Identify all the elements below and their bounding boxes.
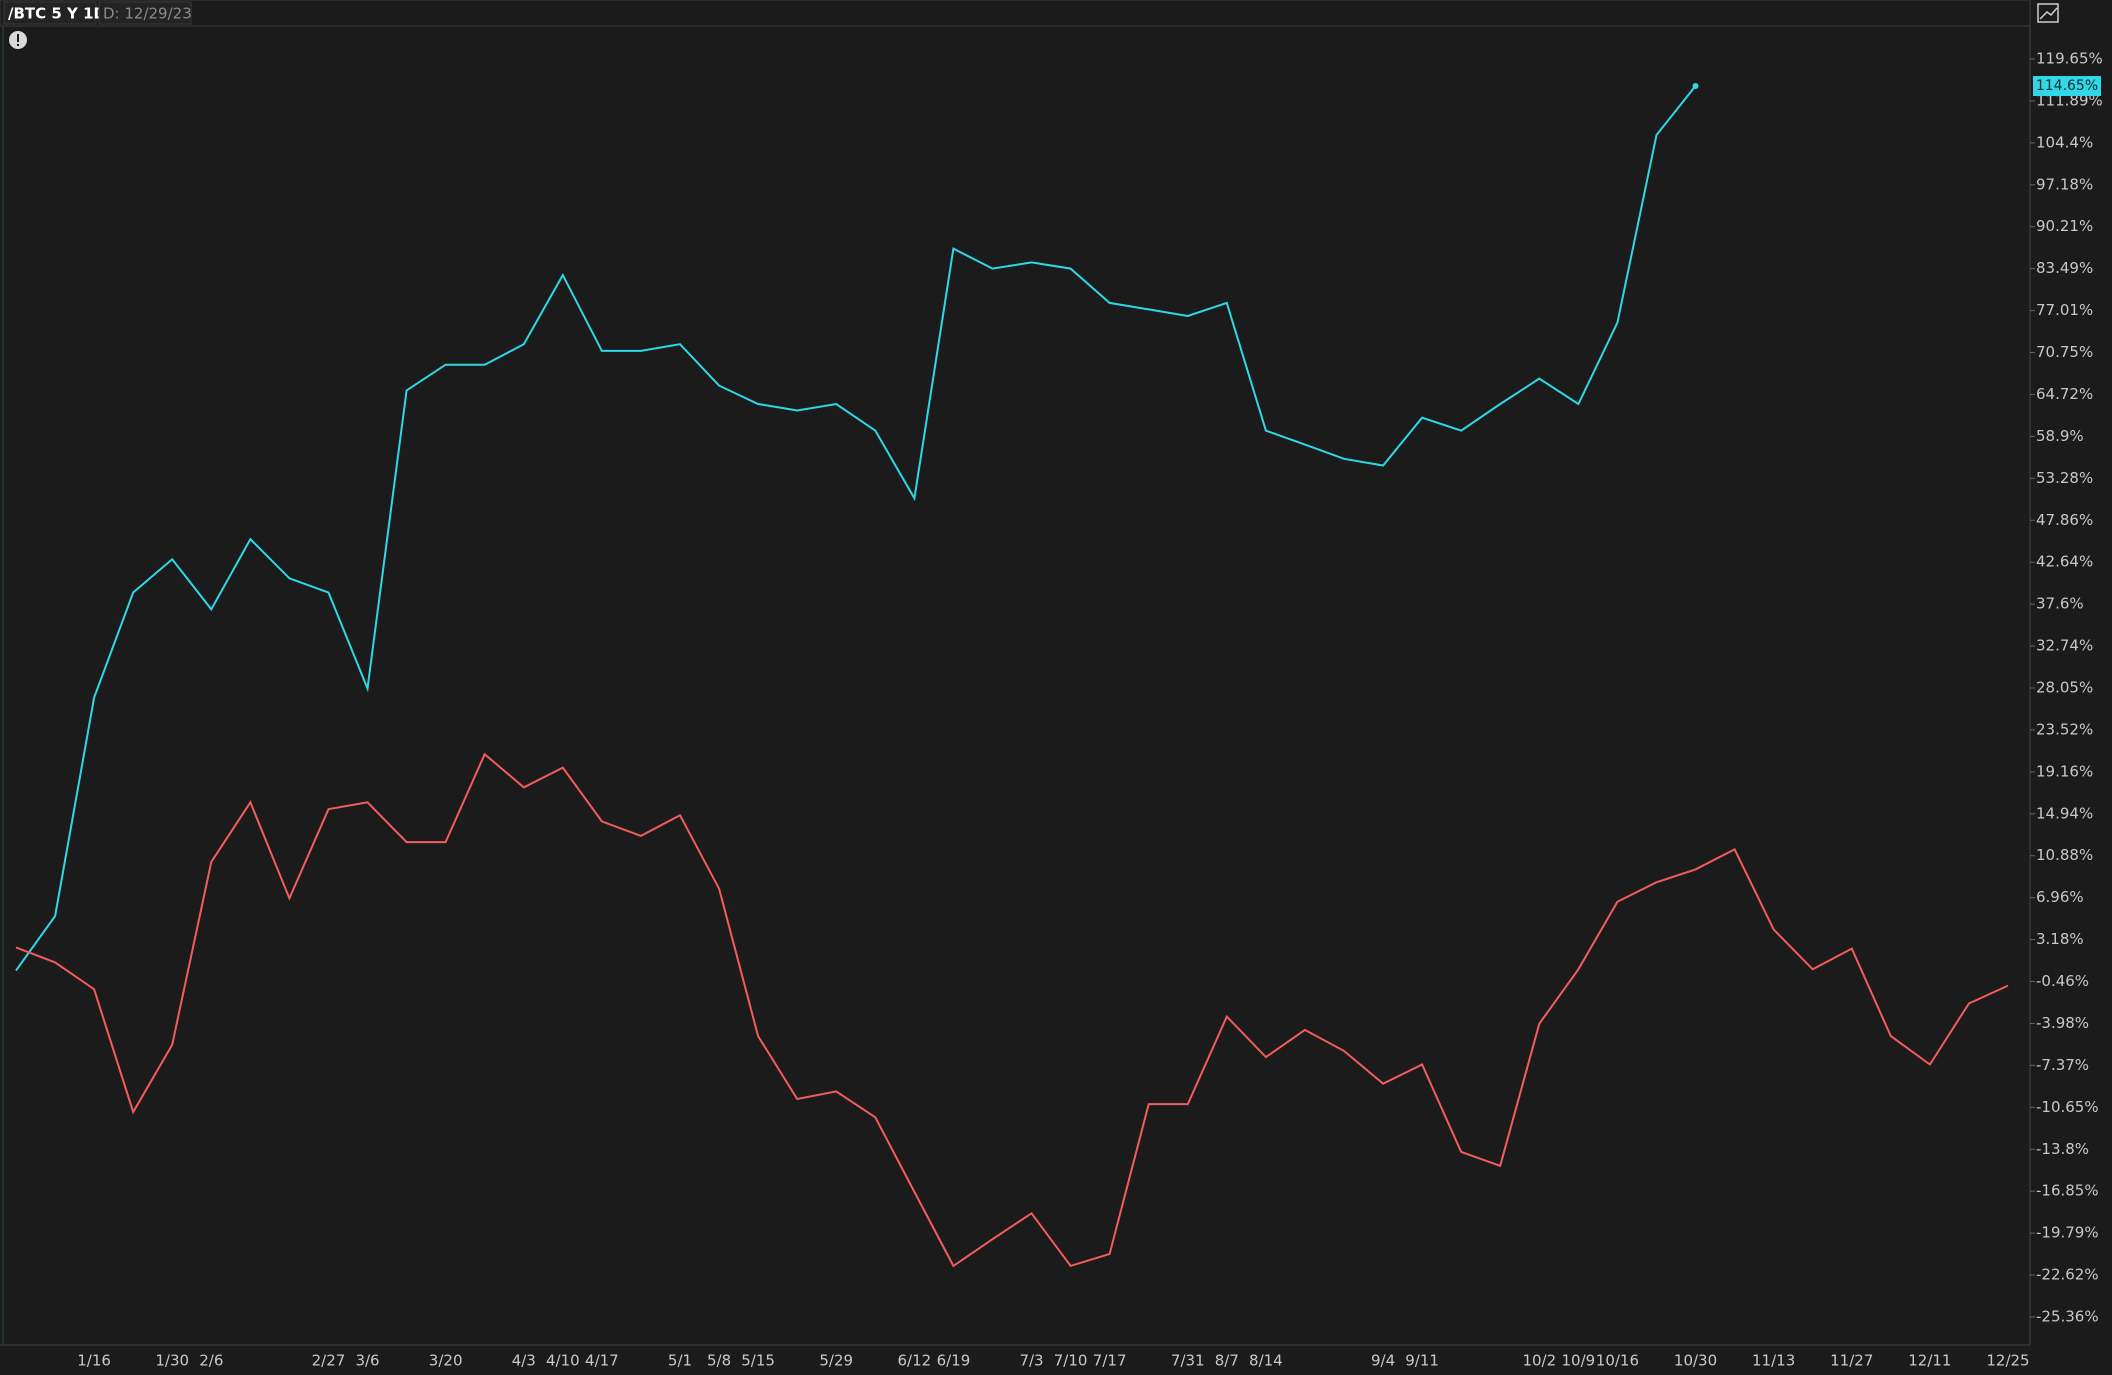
series-line (15, 752, 2009, 1268)
alert-icon-mark (17, 34, 19, 42)
y-tick-label: 77.01% (2036, 301, 2093, 319)
y-tick-label: 70.75% (2036, 343, 2093, 361)
symbol-box[interactable] (3, 1, 97, 25)
icon-frame (2037, 3, 2059, 23)
y-tick-label: 28.05% (2036, 679, 2093, 697)
x-tick-label: 1/30 (155, 1352, 189, 1370)
icon-line (2039, 7, 2058, 20)
x-tick-label: 8/7 (1215, 1352, 1239, 1370)
y-tick-label: 32.74% (2036, 637, 2093, 655)
x-tick-label: 4/3 (512, 1352, 536, 1370)
x-tick-label: 10/9 (1562, 1352, 1596, 1370)
y-tick-label: -0.46% (2036, 972, 2089, 990)
y-tick-label: 47.86% (2036, 511, 2093, 529)
x-tick-label: 11/13 (1752, 1352, 1795, 1370)
x-tick-label: 10/2 (1522, 1352, 1556, 1370)
x-tick-label: 6/19 (937, 1352, 971, 1370)
y-tick-label: -25.36% (2036, 1308, 2099, 1326)
alert-icon-dot (17, 44, 19, 46)
x-tick-label: 3/6 (355, 1352, 379, 1370)
y-tick-label: 119.65% (2036, 50, 2103, 68)
last-point (1692, 83, 1699, 90)
y-tick-label: -22.62% (2036, 1266, 2099, 1284)
x-tick-label: 2/6 (199, 1352, 223, 1370)
header-bar (0, 0, 2031, 27)
x-tick-label: 5/29 (819, 1352, 853, 1370)
x-tick-label: 9/4 (1371, 1352, 1395, 1370)
settings-icon[interactable] (2037, 3, 2059, 23)
x-tick-label: 5/1 (668, 1352, 692, 1370)
x-tick-label: 9/11 (1405, 1352, 1439, 1370)
x-tick-label: 10/30 (1674, 1352, 1717, 1370)
y-tick-label: 42.64% (2036, 553, 2093, 571)
x-tick-label: 11/27 (1830, 1352, 1873, 1370)
y-tick-label: 97.18% (2036, 175, 2093, 193)
x-tick-label: 7/17 (1093, 1352, 1127, 1370)
x-tick-label: 3/20 (429, 1352, 463, 1370)
price-badge (2033, 76, 2101, 97)
y-tick-label: 23.52% (2036, 720, 2093, 738)
y-tick-label: -3.98% (2036, 1014, 2089, 1032)
x-tick-label: 4/17 (585, 1352, 619, 1370)
y-tick-label: 104.4% (2036, 133, 2093, 151)
y-tick-label: -19.79% (2036, 1224, 2099, 1242)
x-tick-label: 6/12 (898, 1352, 932, 1370)
y-tick-label: 37.6% (2036, 595, 2084, 613)
x-tick-label: 12/25 (1986, 1352, 2029, 1370)
x-tick-label: 12/11 (1908, 1352, 1951, 1370)
y-tick-label: -13.8% (2036, 1140, 2089, 1158)
y-tick-label: 53.28% (2036, 469, 2093, 487)
x-tick-label: 10/16 (1596, 1352, 1639, 1370)
y-tick-label: -16.85% (2036, 1182, 2099, 1200)
x-tick-label: 8/14 (1249, 1352, 1283, 1370)
chart-title: /BTC 5 Y 1D (8, 5, 106, 23)
price-badge-label: 114.65% (2036, 78, 2098, 94)
y-tick-label: 14.94% (2036, 804, 2093, 822)
y-tick-label: 64.72% (2036, 385, 2093, 403)
y-tick-label: 3.18% (2036, 930, 2084, 948)
x-tick-label: 7/10 (1054, 1352, 1088, 1370)
date-box (98, 1, 192, 25)
x-tick-label: 1/16 (77, 1352, 111, 1370)
series-line (15, 85, 1697, 972)
y-tick-label: 90.21% (2036, 217, 2093, 235)
y-tick-label: 10.88% (2036, 846, 2093, 864)
x-tick-label: 2/27 (312, 1352, 346, 1370)
x-tick-label: 7/31 (1171, 1352, 1205, 1370)
x-tick-label: 7/3 (1019, 1352, 1043, 1370)
x-tick-label: 4/10 (546, 1352, 580, 1370)
chart-subtitle: D: 12/29/23 (103, 5, 192, 23)
x-tick-label: 5/8 (707, 1352, 731, 1370)
y-tick-label: -7.37% (2036, 1056, 2089, 1074)
y-tick-label: 19.16% (2036, 762, 2093, 780)
y-tick-label: -10.65% (2036, 1098, 2099, 1116)
y-tick-label: 58.9% (2036, 427, 2084, 445)
x-tick-label: 5/15 (741, 1352, 775, 1370)
y-tick-label: 6.96% (2036, 888, 2084, 906)
y-tick-label: 83.49% (2036, 259, 2093, 277)
